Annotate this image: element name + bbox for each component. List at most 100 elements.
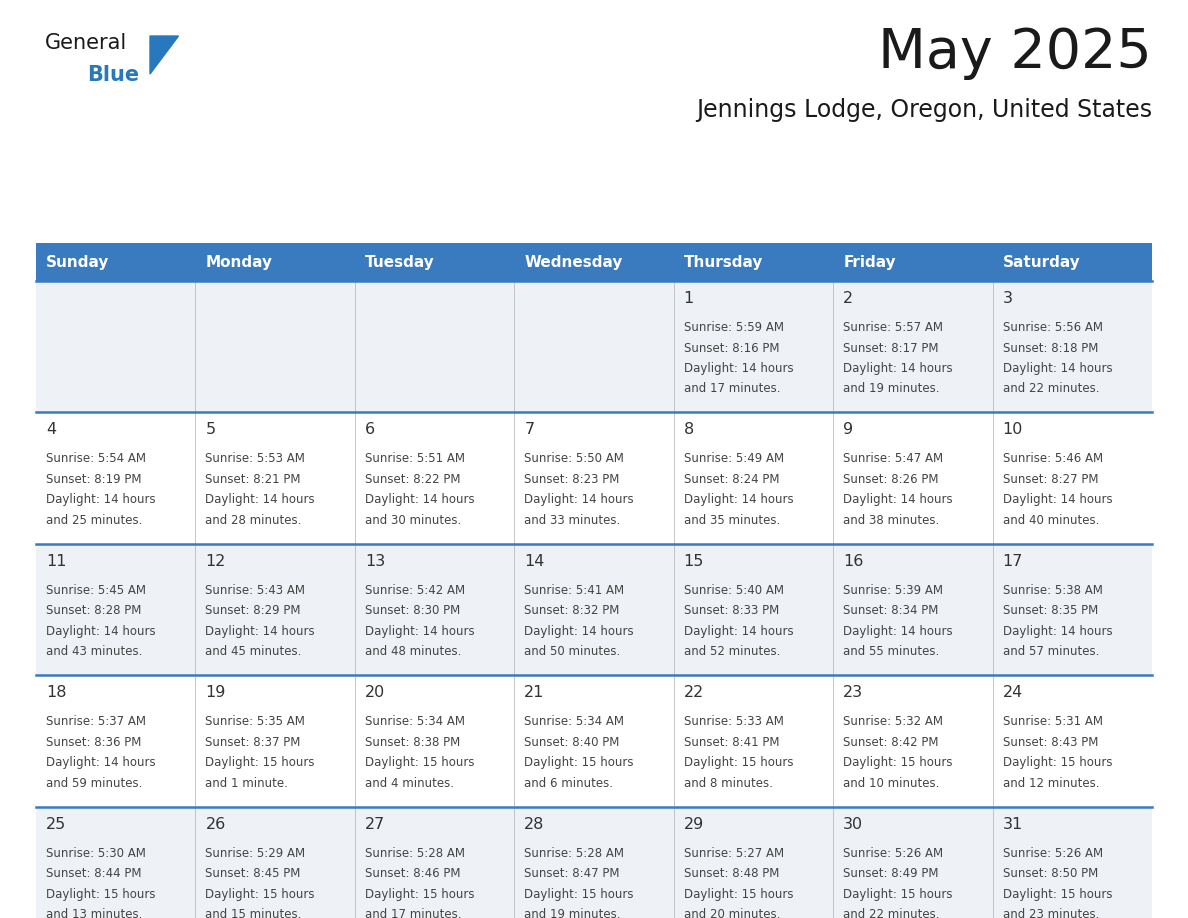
Text: Daylight: 14 hours: Daylight: 14 hours [365,625,474,638]
Bar [992,412,1152,543]
Bar [992,281,1152,412]
Text: Sunset: 8:43 PM: Sunset: 8:43 PM [1003,735,1098,749]
Text: 22: 22 [684,685,704,700]
Text: Sunset: 8:33 PM: Sunset: 8:33 PM [684,604,779,617]
Text: Saturday: Saturday [1003,254,1080,270]
Text: Sunset: 8:47 PM: Sunset: 8:47 PM [524,868,620,880]
Text: Daylight: 14 hours: Daylight: 14 hours [1003,493,1112,507]
Text: 10: 10 [1003,422,1023,437]
Text: Daylight: 14 hours: Daylight: 14 hours [843,362,953,375]
Bar [196,543,355,676]
Text: Sunrise: 5:35 AM: Sunrise: 5:35 AM [206,715,305,728]
Text: Daylight: 15 hours: Daylight: 15 hours [206,888,315,901]
Text: Daylight: 15 hours: Daylight: 15 hours [365,756,474,769]
Text: Daylight: 15 hours: Daylight: 15 hours [46,888,156,901]
Text: Sunset: 8:46 PM: Sunset: 8:46 PM [365,868,461,880]
Text: 30: 30 [843,817,864,832]
Text: Sunset: 8:16 PM: Sunset: 8:16 PM [684,341,779,354]
Text: Sunrise: 5:47 AM: Sunrise: 5:47 AM [843,453,943,465]
Text: Sunset: 8:21 PM: Sunset: 8:21 PM [206,473,301,486]
Text: Sunrise: 5:28 AM: Sunrise: 5:28 AM [524,846,624,859]
Text: Daylight: 14 hours: Daylight: 14 hours [524,625,634,638]
Bar [992,676,1152,807]
Bar [196,676,355,807]
Text: Sunset: 8:27 PM: Sunset: 8:27 PM [1003,473,1098,486]
Text: Daylight: 14 hours: Daylight: 14 hours [365,493,474,507]
Bar [992,243,1152,281]
Text: Sunrise: 5:54 AM: Sunrise: 5:54 AM [46,453,146,465]
Text: Sunrise: 5:34 AM: Sunrise: 5:34 AM [524,715,624,728]
Text: 29: 29 [684,817,704,832]
Bar [355,281,514,412]
Bar [514,281,674,412]
Bar [833,243,992,281]
Text: and 1 minute.: and 1 minute. [206,777,289,789]
Bar [355,412,514,543]
Text: Sunrise: 5:56 AM: Sunrise: 5:56 AM [1003,321,1102,334]
Text: Sunset: 8:29 PM: Sunset: 8:29 PM [206,604,301,617]
Text: 20: 20 [365,685,385,700]
Bar [514,807,674,918]
Text: Daylight: 15 hours: Daylight: 15 hours [206,756,315,769]
Text: and 40 minutes.: and 40 minutes. [1003,514,1099,527]
Text: Daylight: 14 hours: Daylight: 14 hours [524,493,634,507]
Text: and 28 minutes.: and 28 minutes. [206,514,302,527]
Bar [196,807,355,918]
Bar [514,412,674,543]
Bar [514,243,674,281]
Text: and 33 minutes.: and 33 minutes. [524,514,620,527]
Text: and 23 minutes.: and 23 minutes. [1003,908,1099,918]
Text: and 35 minutes.: and 35 minutes. [684,514,781,527]
Bar [36,543,196,676]
Text: 21: 21 [524,685,544,700]
Text: Monday: Monday [206,254,272,270]
Text: 4: 4 [46,422,56,437]
Text: Tuesday: Tuesday [365,254,435,270]
Text: Daylight: 14 hours: Daylight: 14 hours [206,625,315,638]
Text: and 20 minutes.: and 20 minutes. [684,908,781,918]
Text: and 25 minutes.: and 25 minutes. [46,514,143,527]
Text: Daylight: 14 hours: Daylight: 14 hours [843,493,953,507]
Text: Sunrise: 5:37 AM: Sunrise: 5:37 AM [46,715,146,728]
Text: Sunset: 8:35 PM: Sunset: 8:35 PM [1003,604,1098,617]
Text: Sunrise: 5:28 AM: Sunrise: 5:28 AM [365,846,465,859]
Text: Sunrise: 5:49 AM: Sunrise: 5:49 AM [684,453,784,465]
Text: 17: 17 [1003,554,1023,569]
Text: and 43 minutes.: and 43 minutes. [46,645,143,658]
Text: Daylight: 15 hours: Daylight: 15 hours [524,756,633,769]
Text: 6: 6 [365,422,375,437]
Bar [196,281,355,412]
Text: May 2025: May 2025 [878,26,1152,80]
Text: Sunrise: 5:33 AM: Sunrise: 5:33 AM [684,715,784,728]
Text: Sunrise: 5:41 AM: Sunrise: 5:41 AM [524,584,625,597]
Text: Daylight: 15 hours: Daylight: 15 hours [684,888,794,901]
Text: Sunday: Sunday [46,254,109,270]
Text: Sunrise: 5:27 AM: Sunrise: 5:27 AM [684,846,784,859]
Text: Sunrise: 5:34 AM: Sunrise: 5:34 AM [365,715,465,728]
Text: Sunrise: 5:26 AM: Sunrise: 5:26 AM [843,846,943,859]
Text: Wednesday: Wednesday [524,254,623,270]
Text: Sunset: 8:41 PM: Sunset: 8:41 PM [684,735,779,749]
Text: 15: 15 [684,554,704,569]
Text: 13: 13 [365,554,385,569]
Text: Sunset: 8:44 PM: Sunset: 8:44 PM [46,868,141,880]
Text: and 30 minutes.: and 30 minutes. [365,514,461,527]
Text: 23: 23 [843,685,864,700]
Bar [674,281,833,412]
Text: Daylight: 14 hours: Daylight: 14 hours [46,756,156,769]
Text: and 38 minutes.: and 38 minutes. [843,514,940,527]
Text: Daylight: 14 hours: Daylight: 14 hours [206,493,315,507]
Text: and 19 minutes.: and 19 minutes. [524,908,621,918]
Text: 31: 31 [1003,817,1023,832]
Text: 27: 27 [365,817,385,832]
Bar [674,676,833,807]
Text: 11: 11 [46,554,67,569]
Text: and 50 minutes.: and 50 minutes. [524,645,620,658]
Text: 2: 2 [843,291,853,306]
Text: 26: 26 [206,817,226,832]
Text: Sunset: 8:42 PM: Sunset: 8:42 PM [843,735,939,749]
Text: 28: 28 [524,817,544,832]
Text: Sunrise: 5:31 AM: Sunrise: 5:31 AM [1003,715,1102,728]
Text: Daylight: 14 hours: Daylight: 14 hours [46,625,156,638]
Text: Sunset: 8:48 PM: Sunset: 8:48 PM [684,868,779,880]
